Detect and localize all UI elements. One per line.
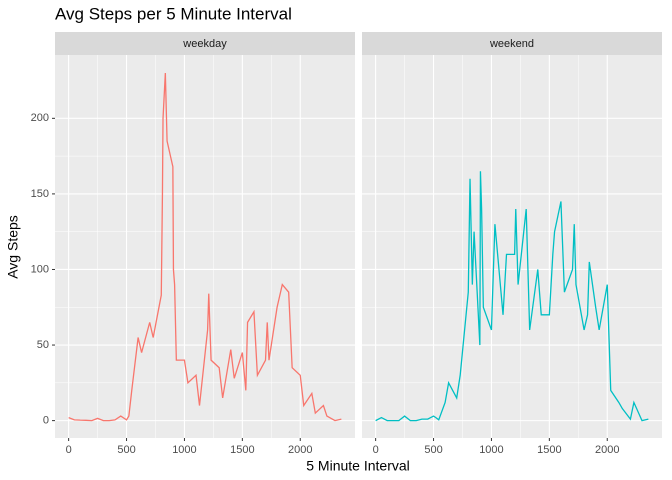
x-tick-label: 2000 <box>595 444 619 456</box>
data-line <box>68 72 342 422</box>
panel-background <box>55 55 355 438</box>
x-tick-label: 0 <box>66 444 72 456</box>
x-tick-label: 1500 <box>537 444 561 456</box>
x-axis-title: 5 Minute Interval <box>306 458 410 474</box>
x-tick-label: 1500 <box>230 444 254 456</box>
data-line <box>375 171 649 422</box>
y-axis-title: Avg Steps <box>5 215 21 279</box>
x-tick-label: 500 <box>117 444 135 456</box>
strip-label: weekday <box>182 38 227 50</box>
y-tick-label: 100 <box>31 263 49 275</box>
strip <box>55 32 355 55</box>
y-tick-label: 200 <box>31 112 49 124</box>
strip-label: weekend <box>489 38 534 50</box>
x-tick-label: 0 <box>373 444 379 456</box>
y-tick-label: 50 <box>37 339 49 351</box>
x-tick-label: 2000 <box>288 444 312 456</box>
x-tick-label: 1000 <box>479 444 503 456</box>
chart-title: Avg Steps per 5 Minute Interval <box>55 4 292 23</box>
y-tick-label: 150 <box>31 188 49 200</box>
panel-background <box>362 55 662 438</box>
strip <box>362 32 662 55</box>
y-tick-label: 0 <box>43 415 49 427</box>
x-tick-label: 500 <box>424 444 442 456</box>
x-tick-label: 1000 <box>172 444 196 456</box>
